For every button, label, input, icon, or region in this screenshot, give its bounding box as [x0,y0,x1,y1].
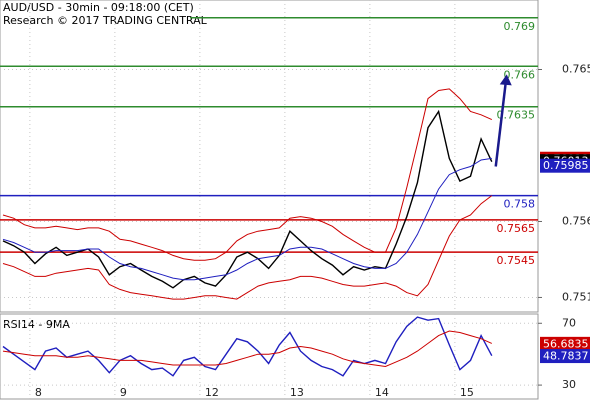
level-label: 0.7565 [497,222,536,235]
y-tick-label: 0.7517 [562,290,590,303]
level-label: 0.7635 [497,109,536,122]
arrow-head [499,74,512,86]
level-label: 0.7545 [497,254,536,267]
price-box [540,336,590,351]
x-tick-label: 12 [205,386,219,399]
chart-subtitle: Research © 2017 TRADING CENTRAL [3,14,208,27]
rsi-title: RSI14 - 9MA [3,318,70,331]
y-tick-label: 70 [562,316,576,329]
series-line [2,109,493,289]
x-tick-label: 8 [35,386,42,399]
series-line [2,330,493,368]
y-tick-label: 0.7658 [562,63,590,76]
level-label: 0.766 [504,68,536,81]
level-label: 0.758 [504,198,536,211]
price-box-label: 0.75985 [543,159,589,172]
main-panel [0,0,539,313]
chart-title: AUD/USD - 30min - 09:18:00 (CET) [3,1,194,14]
rsi-panel [0,313,539,400]
y-tick-label: 0.7564 [562,214,590,227]
x-tick-label: 13 [290,386,304,399]
x-tick-label: 14 [375,386,389,399]
series-line [2,157,492,281]
price-box-label: 56.6835 [543,337,589,350]
series-line [2,195,493,300]
series-line [2,88,493,261]
price-box-label: 48.7837 [543,350,589,363]
level-label: 0.769 [504,20,536,33]
forecast-arrow [494,82,507,167]
series-line [2,316,493,377]
price-box [540,349,590,364]
x-tick-label: 15 [460,386,474,399]
price-box [540,158,590,173]
y-tick-label: 30 [562,378,576,391]
x-tick-label: 9 [120,386,127,399]
